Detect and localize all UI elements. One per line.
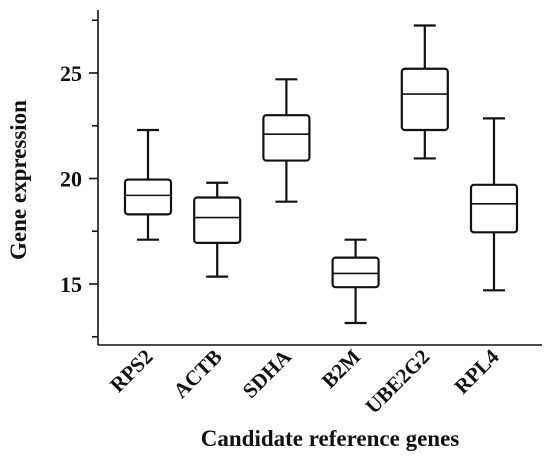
box-ube2g2 <box>400 24 449 160</box>
box-sdha <box>262 78 311 203</box>
iqr-box <box>331 256 380 289</box>
y-axis-title: Gene expression <box>6 100 31 260</box>
iqr-box <box>400 67 449 132</box>
iqr-box <box>469 183 519 234</box>
y-tick-label: 20 <box>60 167 82 192</box>
x-tick-label: ACTB <box>168 345 226 403</box>
y-ticks: 15 20 25 <box>60 19 98 338</box>
axes <box>97 10 542 346</box>
x-tick-label: SDHA <box>238 344 297 403</box>
boxes <box>123 24 519 325</box>
iqr-box <box>193 196 242 244</box>
x-tick-label: UBE2G2 <box>360 345 434 419</box>
x-tick-label: RPS2 <box>105 345 157 397</box>
x-tick-label: B2M <box>317 344 365 392</box>
y-tick-label: 25 <box>60 61 82 86</box>
x-axis-title: Candidate reference genes <box>201 426 460 451</box>
iqr-box <box>262 114 311 162</box>
box-b2m <box>331 238 380 325</box>
box-rpl4 <box>469 117 519 292</box>
x-tick-label: RPL4 <box>449 344 503 398</box>
box-rps2 <box>123 128 173 241</box>
iqr-box <box>123 178 173 216</box>
box-actb <box>193 181 242 278</box>
y-tick-label: 15 <box>60 272 82 297</box>
